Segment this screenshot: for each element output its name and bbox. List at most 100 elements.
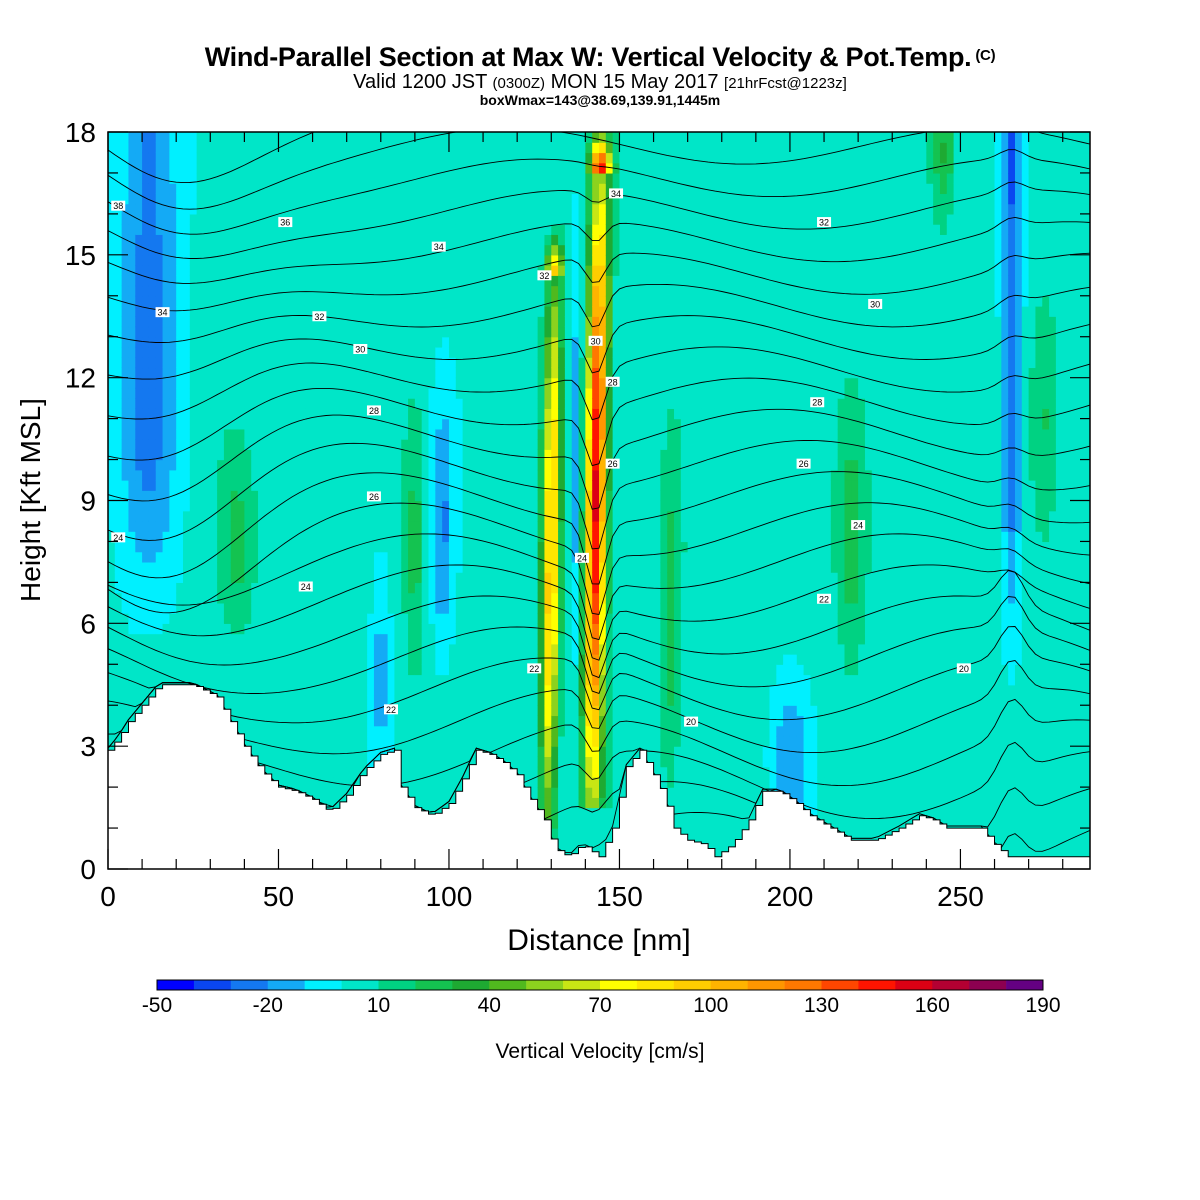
velocity-cell — [517, 520, 525, 532]
velocity-cell — [169, 254, 177, 266]
velocity-cell — [210, 142, 218, 154]
velocity-cell — [544, 398, 552, 409]
velocity-cell — [210, 664, 218, 676]
velocity-cell — [558, 664, 566, 676]
velocity-cell — [455, 674, 464, 686]
velocity-cell — [503, 285, 511, 297]
velocity-cell — [503, 500, 511, 512]
velocity-cell — [380, 162, 389, 174]
velocity-cell — [108, 172, 116, 184]
velocity-cell — [237, 643, 245, 655]
velocity-cell — [319, 531, 327, 543]
velocity-cell — [230, 183, 239, 195]
velocity-cell — [353, 684, 361, 696]
velocity-cell — [230, 480, 239, 491]
velocity-cell — [537, 203, 546, 215]
velocity-cell — [312, 705, 320, 717]
velocity-cell — [258, 520, 266, 532]
velocity-cell — [108, 561, 116, 573]
velocity-cell — [346, 408, 355, 420]
velocity-cell — [503, 213, 511, 225]
velocity-cell — [285, 480, 293, 491]
velocity-cell — [517, 572, 525, 583]
velocity-cell — [367, 694, 375, 706]
velocity-cell — [537, 664, 546, 676]
velocity-cell — [489, 541, 498, 553]
velocity-cell — [128, 285, 136, 297]
velocity-cell — [135, 234, 143, 246]
velocity-cell — [510, 132, 518, 143]
velocity-cell — [169, 633, 177, 645]
velocity-cell — [544, 326, 552, 338]
velocity-cell — [489, 387, 498, 399]
velocity-cell — [258, 500, 266, 512]
velocity-cell — [258, 408, 266, 420]
velocity-cell — [176, 510, 184, 522]
velocity-cell — [571, 633, 580, 645]
velocity-cell — [264, 377, 273, 389]
velocity-cell — [469, 172, 477, 184]
velocity-cell — [264, 142, 273, 154]
velocity-cell — [271, 490, 280, 502]
velocity-cell — [114, 520, 123, 532]
velocity-cell — [421, 613, 430, 624]
velocity-cell — [401, 756, 409, 768]
velocity-cell — [210, 295, 218, 307]
velocity-cell — [353, 142, 361, 154]
velocity-cell — [319, 561, 327, 573]
velocity-cell — [510, 162, 518, 174]
velocity-cell — [387, 664, 396, 676]
velocity-cell — [551, 428, 559, 440]
velocity-cell — [114, 234, 123, 246]
velocity-cell — [537, 735, 546, 747]
velocity-cell — [551, 592, 559, 604]
velocity-cell — [223, 674, 232, 686]
velocity-cell — [564, 735, 573, 747]
velocity-cell — [237, 142, 245, 154]
velocity-cell — [264, 254, 273, 266]
velocity-cell — [564, 582, 573, 594]
velocity-cell — [469, 162, 477, 174]
velocity-cell — [155, 439, 164, 450]
velocity-cell — [448, 357, 457, 369]
velocity-cell — [510, 654, 518, 665]
velocity-cell — [319, 510, 327, 522]
velocity-cell — [108, 234, 116, 246]
velocity-cell — [196, 418, 205, 430]
velocity-cell — [421, 449, 430, 461]
velocity-cell — [503, 490, 511, 502]
velocity-cell — [244, 265, 252, 276]
velocity-cell — [421, 654, 430, 665]
velocity-cell — [258, 643, 266, 655]
velocity-cell — [155, 387, 164, 399]
velocity-cell — [455, 285, 464, 297]
velocity-cell — [271, 377, 280, 389]
velocity-cell — [462, 213, 471, 225]
velocity-cell — [333, 766, 341, 778]
velocity-cell — [530, 275, 539, 287]
velocity-cell — [421, 398, 430, 409]
velocity-cell — [223, 183, 232, 195]
velocity-cell — [380, 469, 389, 481]
velocity-cell — [312, 776, 320, 788]
velocity-cell — [278, 346, 286, 358]
velocity-cell — [564, 162, 573, 174]
velocity-cell — [571, 694, 580, 706]
velocity-cell — [414, 265, 423, 276]
velocity-cell — [271, 500, 280, 512]
velocity-cell — [339, 531, 348, 543]
velocity-cell — [530, 183, 539, 195]
velocity-cell — [210, 316, 218, 328]
velocity-cell — [210, 633, 218, 645]
velocity-cell — [135, 674, 143, 686]
velocity-cell — [530, 357, 539, 369]
velocity-cell — [428, 510, 436, 522]
velocity-cell — [189, 265, 198, 276]
velocity-cell — [251, 551, 259, 563]
velocity-cell — [176, 572, 184, 583]
velocity-cell — [421, 715, 430, 727]
velocity-cell — [142, 316, 150, 328]
velocity-cell — [469, 664, 477, 676]
velocity-cell — [217, 183, 225, 195]
velocity-cell — [292, 244, 300, 256]
